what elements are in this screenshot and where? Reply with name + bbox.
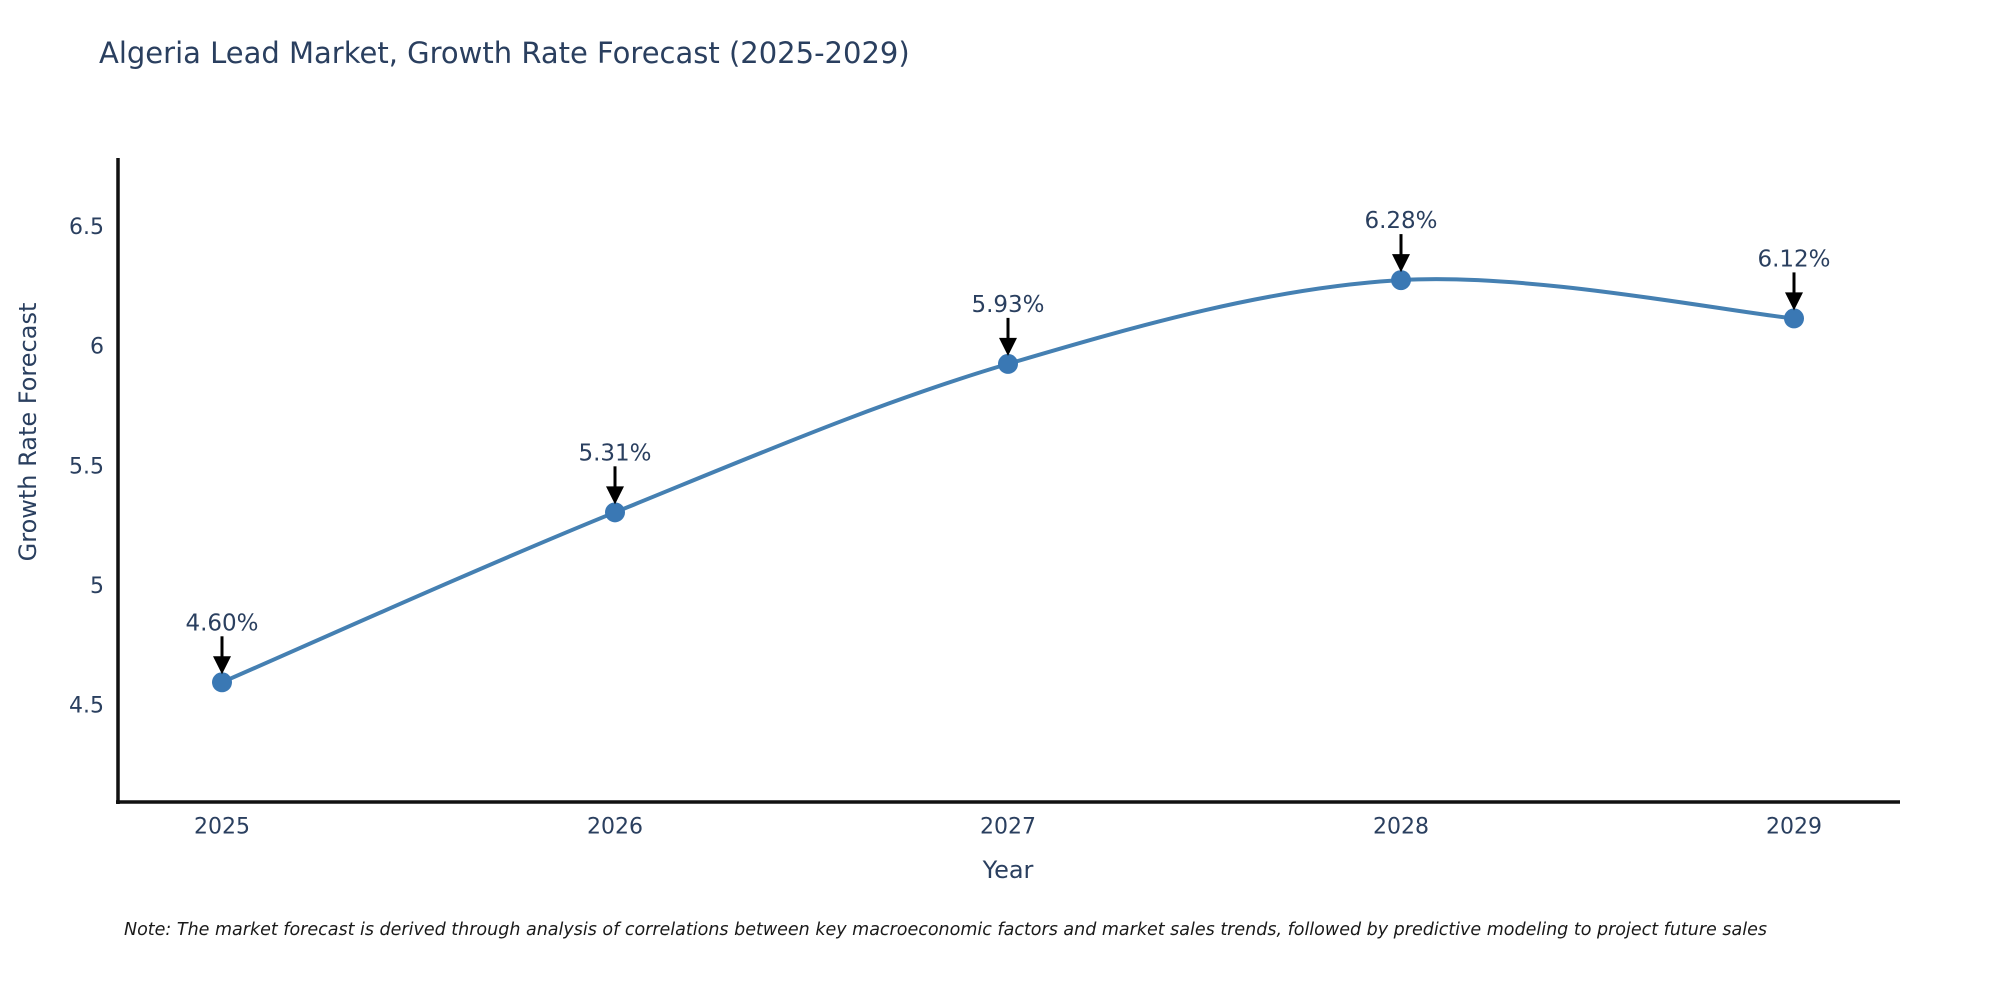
y-tick-label: 6 <box>90 335 104 360</box>
x-tick-label: 2029 <box>1766 815 1822 840</box>
y-tick-label: 4.5 <box>69 694 104 719</box>
annotation-arrow-head <box>606 486 624 505</box>
data-point-label: 6.12% <box>1757 246 1830 272</box>
x-tick-label: 2025 <box>194 815 250 840</box>
data-point-label: 5.31% <box>578 440 651 466</box>
data-point-label: 5.93% <box>971 292 1044 318</box>
data-point[interactable] <box>998 353 1018 374</box>
data-point[interactable] <box>1784 308 1804 329</box>
footnote: Note: The market forecast is derived thr… <box>124 920 1767 940</box>
x-tick-label: 2028 <box>1373 815 1429 840</box>
data-point-label: 4.60% <box>185 610 258 636</box>
y-tick-label: 5.5 <box>69 454 104 479</box>
y-tick-label: 6.5 <box>69 215 104 240</box>
data-point[interactable] <box>212 672 232 693</box>
data-point[interactable] <box>605 502 625 523</box>
annotation-arrow-head <box>1785 292 1803 311</box>
annotation-arrow-head <box>1392 254 1410 273</box>
data-point[interactable] <box>1391 270 1411 291</box>
annotation-arrow-head <box>999 337 1017 356</box>
annotation-arrow-head <box>213 656 231 675</box>
chart-title: Algeria Lead Market, Growth Rate Forecas… <box>99 36 910 70</box>
x-tick-label: 2027 <box>980 815 1036 840</box>
x-axis-title: Year <box>982 856 1034 884</box>
x-tick-label: 2026 <box>587 815 643 840</box>
y-tick-label: 5 <box>90 574 104 599</box>
y-axis-title: Growth Rate Forecast <box>14 302 42 562</box>
data-point-label: 6.28% <box>1364 208 1437 234</box>
